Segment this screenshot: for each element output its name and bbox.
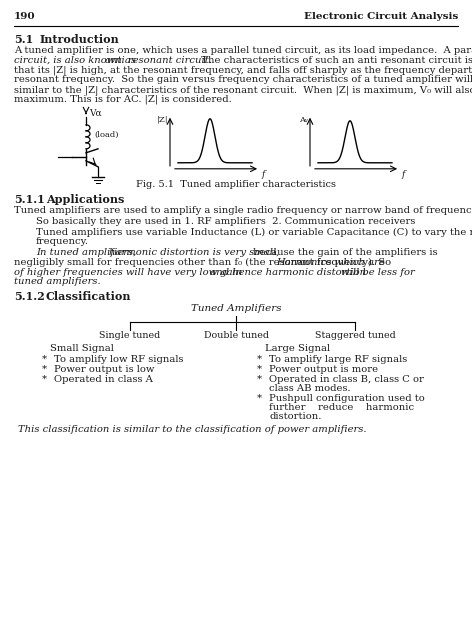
Text: *: * xyxy=(42,365,47,374)
Text: anti resonant circuit.: anti resonant circuit. xyxy=(105,56,212,65)
Text: 5.1: 5.1 xyxy=(14,34,33,45)
Text: 5.1.2: 5.1.2 xyxy=(14,291,45,302)
Text: further    reduce    harmonic: further reduce harmonic xyxy=(269,403,414,412)
Text: will be less for: will be less for xyxy=(341,268,415,276)
Text: Pushpull configuration used to: Pushpull configuration used to xyxy=(269,394,425,403)
Text: Introduction: Introduction xyxy=(40,34,120,45)
Text: and hence harmonic distortion: and hence harmonic distortion xyxy=(207,268,369,276)
Text: Electronic Circuit Analysis: Electronic Circuit Analysis xyxy=(304,12,458,21)
Text: f: f xyxy=(402,170,405,179)
Text: tuned amplifiers.: tuned amplifiers. xyxy=(14,277,101,287)
Text: To amplify low RF signals: To amplify low RF signals xyxy=(54,355,184,364)
Text: Harmonics which are: Harmonics which are xyxy=(276,258,385,267)
Text: that its |Z| is high, at the resonant frequency, and falls off sharply as the fr: that its |Z| is high, at the resonant fr… xyxy=(14,66,472,75)
Text: This classification is similar to the classification of power amplifiers.: This classification is similar to the cl… xyxy=(18,425,366,434)
Text: Applications: Applications xyxy=(46,194,125,205)
Text: because the gain of the amplifiers is: because the gain of the amplifiers is xyxy=(250,248,438,257)
Text: of higher frequencies will have very low gain: of higher frequencies will have very low… xyxy=(14,268,243,276)
Text: A tuned amplifier is one, which uses a parallel tuned circuit, as its load imped: A tuned amplifier is one, which uses a p… xyxy=(14,46,472,55)
Text: 5.1.1: 5.1.1 xyxy=(14,194,45,205)
Text: maximum. This is for AC. |Z| is considered.: maximum. This is for AC. |Z| is consider… xyxy=(14,95,232,104)
Text: similar to the |Z| characteristics of the resonant circuit.  When |Z| is maximum: similar to the |Z| characteristics of th… xyxy=(14,85,472,95)
Text: Small Signal: Small Signal xyxy=(50,344,114,353)
Text: circuit, is also known as: circuit, is also known as xyxy=(14,56,139,65)
Text: Operated in class A: Operated in class A xyxy=(54,375,153,384)
Text: negligibly small for frequencies other than f₀ (the resonant frequency). So: negligibly small for frequencies other t… xyxy=(14,258,394,267)
Text: Power output is low: Power output is low xyxy=(54,365,154,374)
Text: resonant frequency.  So the gain versus frequency characteristics of a tuned amp: resonant frequency. So the gain versus f… xyxy=(14,76,472,84)
Text: The characteristics of such an anti resonant circuit is: The characteristics of such an anti reso… xyxy=(195,56,472,65)
Text: distortion.: distortion. xyxy=(269,412,321,421)
Text: Double tuned: Double tuned xyxy=(203,332,269,340)
Text: Vα: Vα xyxy=(89,109,101,118)
Text: *: * xyxy=(257,355,262,364)
Text: So basically they are used in 1. RF amplifiers  2. Communication receivers: So basically they are used in 1. RF ampl… xyxy=(36,216,415,226)
Text: *: * xyxy=(42,355,47,364)
Text: |Z|: |Z| xyxy=(156,116,168,124)
Text: frequency.: frequency. xyxy=(36,237,89,246)
Text: Large Signal: Large Signal xyxy=(265,344,330,353)
Text: To amplify large RF signals: To amplify large RF signals xyxy=(269,355,407,364)
Text: Operated in class B, class C or: Operated in class B, class C or xyxy=(269,375,424,384)
Text: Power output is more: Power output is more xyxy=(269,365,378,374)
Text: harmonic distortion is very small,: harmonic distortion is very small, xyxy=(109,248,279,257)
Text: Classification: Classification xyxy=(46,291,132,302)
Text: f: f xyxy=(262,170,265,179)
Text: In tuned amplifiers,: In tuned amplifiers, xyxy=(36,248,139,257)
Text: Fig. 5.1  Tuned amplifier characteristics: Fig. 5.1 Tuned amplifier characteristics xyxy=(136,180,336,189)
Text: Tuned amplifiers use variable Inductance (L) or variable Capacitance (C) to vary: Tuned amplifiers use variable Inductance… xyxy=(36,227,472,237)
Text: (load): (load) xyxy=(94,131,118,139)
Text: *: * xyxy=(257,375,262,384)
Text: Staggered tuned: Staggered tuned xyxy=(315,332,396,340)
Text: *: * xyxy=(257,394,262,403)
Text: class AB modes.: class AB modes. xyxy=(269,384,351,393)
Text: Aᵥ: Aᵥ xyxy=(299,116,308,124)
Text: 190: 190 xyxy=(14,12,35,21)
Text: *: * xyxy=(42,375,47,384)
Text: Tuned Amplifiers: Tuned Amplifiers xyxy=(191,304,281,313)
Text: Single tuned: Single tuned xyxy=(100,332,160,340)
Text: *: * xyxy=(257,365,262,374)
Text: Tuned amplifiers are used to amplify a single radio frequency or narrow band of : Tuned amplifiers are used to amplify a s… xyxy=(14,206,472,215)
